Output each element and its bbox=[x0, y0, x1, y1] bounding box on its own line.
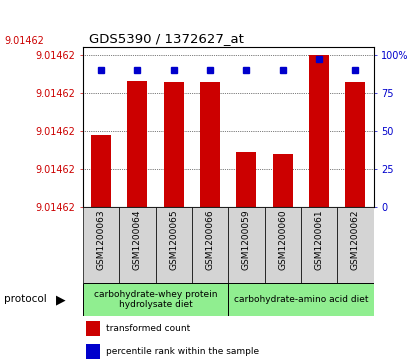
Text: GSM1200066: GSM1200066 bbox=[205, 209, 215, 270]
Bar bbox=[86, 344, 100, 359]
Text: carbohydrate-amino acid diet: carbohydrate-amino acid diet bbox=[234, 295, 368, 304]
Bar bbox=[86, 321, 100, 336]
Text: GSM1200059: GSM1200059 bbox=[242, 209, 251, 270]
Bar bbox=[164, 82, 184, 207]
Bar bbox=[192, 207, 228, 283]
Text: 9.01462: 9.01462 bbox=[4, 36, 44, 46]
Bar bbox=[265, 207, 301, 283]
Bar bbox=[237, 152, 256, 207]
Text: GSM1200062: GSM1200062 bbox=[351, 209, 360, 270]
Text: transformed count: transformed count bbox=[106, 323, 190, 333]
Bar bbox=[228, 283, 374, 316]
Bar bbox=[91, 135, 111, 207]
Bar bbox=[309, 55, 329, 207]
Bar bbox=[127, 81, 147, 207]
Bar bbox=[301, 207, 337, 283]
Text: GSM1200060: GSM1200060 bbox=[278, 209, 287, 270]
Bar bbox=[200, 82, 220, 207]
Text: GSM1200061: GSM1200061 bbox=[315, 209, 324, 270]
Text: percentile rank within the sample: percentile rank within the sample bbox=[106, 347, 259, 356]
Bar bbox=[228, 207, 265, 283]
Bar bbox=[83, 207, 120, 283]
Text: GSM1200064: GSM1200064 bbox=[133, 209, 142, 270]
Bar bbox=[273, 154, 293, 207]
Text: protocol: protocol bbox=[4, 294, 47, 305]
Bar bbox=[83, 283, 228, 316]
Bar bbox=[120, 207, 156, 283]
Text: GDS5390 / 1372627_at: GDS5390 / 1372627_at bbox=[89, 32, 244, 45]
Bar bbox=[156, 207, 192, 283]
Bar bbox=[337, 207, 374, 283]
Text: GSM1200063: GSM1200063 bbox=[97, 209, 106, 270]
Text: GSM1200065: GSM1200065 bbox=[169, 209, 178, 270]
Bar bbox=[345, 82, 365, 207]
Text: carbohydrate-whey protein
hydrolysate diet: carbohydrate-whey protein hydrolysate di… bbox=[94, 290, 217, 309]
Text: ▶: ▶ bbox=[56, 293, 66, 306]
